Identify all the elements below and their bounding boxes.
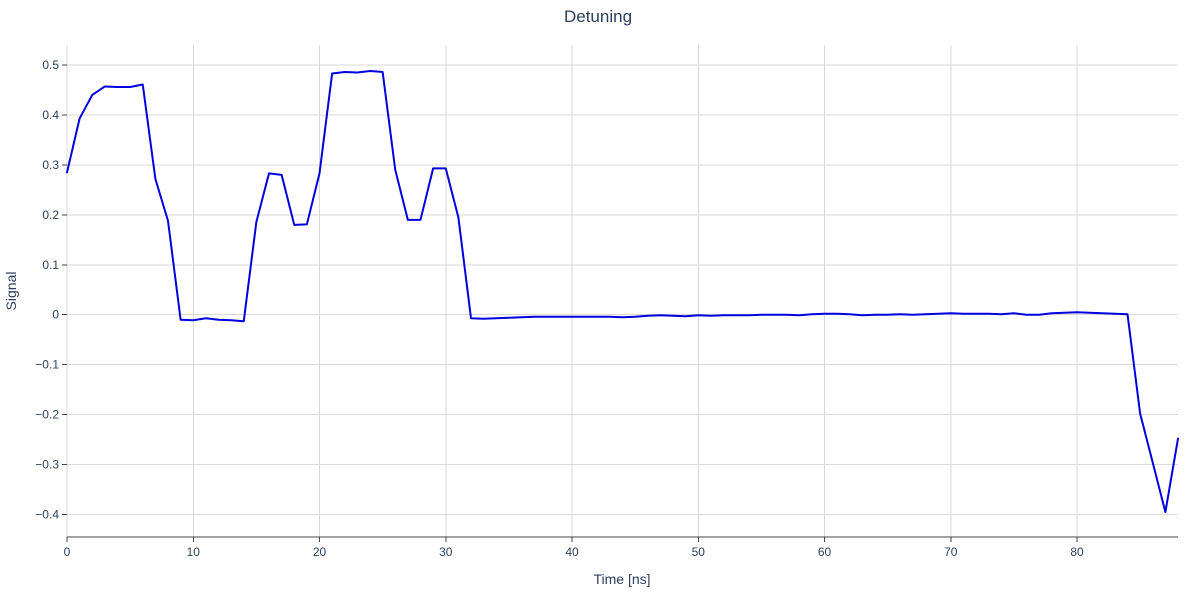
axis-layer: 0 10 20 30 40 50 60 70 80 0.5 0.4 0.3 0.2 0.1 0 −0.1 −0.… xyxy=(35,58,1178,559)
y-tick-label: −0.3 xyxy=(35,458,59,472)
y-axis-title: Signal xyxy=(3,272,19,311)
x-tick-label: 50 xyxy=(692,545,706,559)
x-tick-label: 70 xyxy=(944,545,958,559)
y-tick-label: 0.3 xyxy=(42,158,59,172)
chart-title: Detuning xyxy=(564,7,632,26)
y-tick-label: −0.4 xyxy=(35,508,59,522)
x-tick-label: 30 xyxy=(439,545,453,559)
x-tick-label: 60 xyxy=(818,545,832,559)
x-tick-label: 10 xyxy=(187,545,201,559)
x-tick-label: 80 xyxy=(1070,545,1084,559)
y-tick-label: 0 xyxy=(52,308,59,322)
y-tick-label: −0.1 xyxy=(35,358,59,372)
series-line xyxy=(66,69,1179,514)
y-tick-label: 0.1 xyxy=(42,258,59,272)
x-tick-label: 20 xyxy=(313,545,327,559)
x-tick-label: 0 xyxy=(64,545,71,559)
grid-layer xyxy=(66,45,1178,537)
y-tick-label: 0.5 xyxy=(42,58,59,72)
x-tick-label: 40 xyxy=(565,545,579,559)
y-tick-label: 0.2 xyxy=(42,208,59,222)
y-tick-label: −0.2 xyxy=(35,408,59,422)
series-layer xyxy=(66,69,1179,514)
x-axis-title: Time [ns] xyxy=(593,571,650,587)
y-tick-label: 0.4 xyxy=(42,108,59,122)
